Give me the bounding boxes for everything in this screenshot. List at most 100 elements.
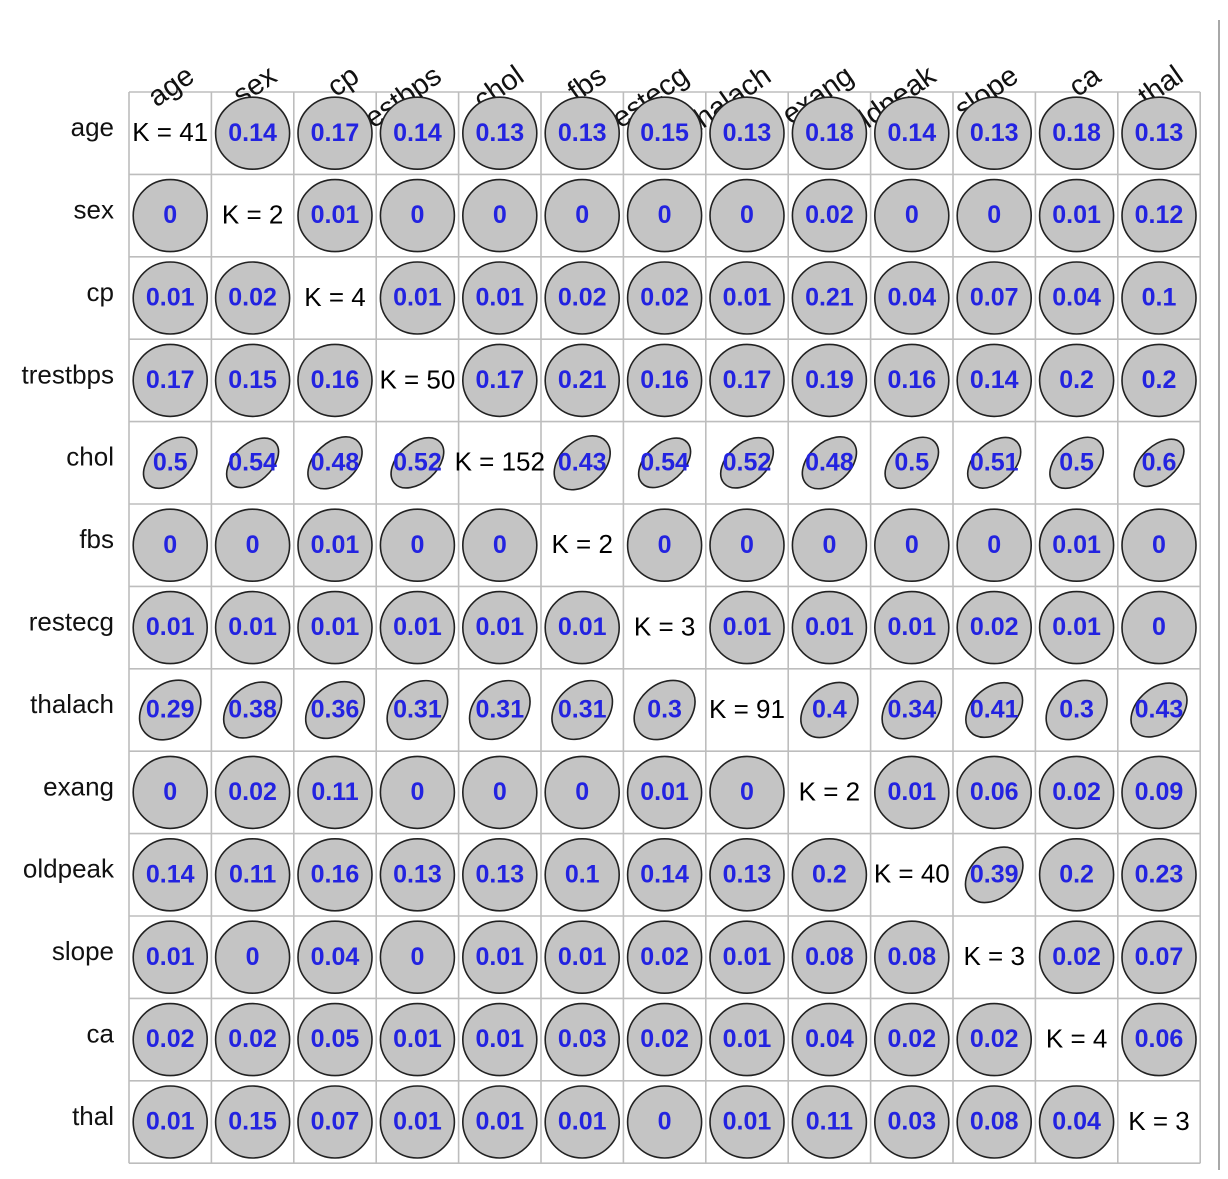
cell-value-label: 0.39 <box>970 860 1019 888</box>
diagonal-label-thalach: K = 91 <box>709 694 785 724</box>
cell-value-label: 0.13 <box>475 119 524 147</box>
cell-chol-fbs: 0.43 <box>553 435 611 491</box>
cell-ellipse <box>297 178 373 253</box>
cell-ca-oldpeak: 0.02 <box>873 1002 950 1077</box>
cell-age-sex: 0.14 <box>214 96 291 170</box>
cell-oldpeak-fbs: 0.1 <box>544 837 621 912</box>
cell-value-label: 0.01 <box>640 778 689 806</box>
cell-value-label: 0.31 <box>475 696 524 724</box>
cell-value-label: 0.01 <box>805 613 854 641</box>
cell-slope-restecg: 0.02 <box>626 920 703 995</box>
cell-ellipse <box>379 96 456 170</box>
cell-value-label: 0 <box>740 201 754 229</box>
cell-ellipse <box>1133 438 1185 488</box>
cell-value-label: 0.48 <box>311 448 360 476</box>
cell-cp-ca: 0.04 <box>1038 261 1115 335</box>
cell-age-trestbps: 0.14 <box>379 96 456 170</box>
row-labels: age sex cp trestbps chol fbs restecg thalach exa… <box>22 112 115 1131</box>
cell-value-label: 0.16 <box>311 860 360 888</box>
cell-trestbps-exang: 0.19 <box>791 343 868 418</box>
cell-cp-slope: 0.07 <box>956 261 1033 335</box>
cell-slope-sex: 0 <box>214 920 291 995</box>
cell-ellipse <box>461 755 538 830</box>
cell-thalach-sex: 0.38 <box>222 681 283 739</box>
cell-ca-thal: 0.06 <box>1121 1002 1197 1077</box>
cell-value-label: 0 <box>987 201 1001 229</box>
cell-trestbps-sex: 0.15 <box>214 343 291 418</box>
cell-value-label: 0 <box>493 778 507 806</box>
cell-cp-thal: 0.1 <box>1121 261 1197 335</box>
cell-thalach-fbs: 0.31 <box>551 679 614 741</box>
cell-ellipse <box>461 261 538 335</box>
cell-thal-slope: 0.08 <box>956 1085 1033 1159</box>
cell-ellipse <box>637 437 692 489</box>
cell-value-label: 0.01 <box>311 201 360 229</box>
cell-thal-cp: 0.07 <box>297 1085 373 1159</box>
cell-value-label: 0.01 <box>887 613 936 641</box>
cell-value-label: 0.05 <box>311 1025 360 1053</box>
cell-ellipse <box>297 1085 373 1159</box>
cell-chol-cp: 0.48 <box>307 436 363 490</box>
cell-trestbps-ca: 0.2 <box>1038 343 1115 418</box>
cell-cp-exang: 0.21 <box>791 261 868 335</box>
cell-value-label: 0.01 <box>393 284 442 312</box>
cell-oldpeak-restecg: 0.14 <box>626 837 703 912</box>
cell-ellipse <box>1038 590 1115 665</box>
cell-ellipse <box>956 1085 1033 1159</box>
cell-sex-exang: 0.02 <box>791 178 868 253</box>
cell-value-label: 0.01 <box>228 613 277 641</box>
cell-ellipse <box>553 435 611 491</box>
cell-value-label: 0.18 <box>1052 119 1101 147</box>
cell-thalach-thal: 0.43 <box>1130 682 1188 738</box>
cell-ellipse <box>964 846 1024 904</box>
cell-ellipse <box>626 261 703 335</box>
cell-value-label: 0.04 <box>887 284 936 312</box>
cell-trestbps-cp: 0.16 <box>297 343 373 418</box>
cell-value-label: 0 <box>493 201 507 229</box>
cell-value-label: 0.07 <box>1135 943 1184 971</box>
cell-thal-ca: 0.04 <box>1038 1085 1115 1159</box>
cell-value-label: 0.04 <box>805 1025 854 1053</box>
cell-ellipse <box>132 590 208 665</box>
cell-value-label: 0.01 <box>723 1025 772 1053</box>
cell-value-label: 0.13 <box>1135 119 1184 147</box>
cell-exang-cp: 0.11 <box>297 755 373 830</box>
cell-restecg-fbs: 0.01 <box>544 590 621 665</box>
cell-value-label: 0.2 <box>1059 366 1094 394</box>
cell-value-label: 0.09 <box>1135 778 1184 806</box>
cell-ellipse <box>461 96 538 170</box>
cell-ellipse <box>1038 261 1115 335</box>
cell-ellipse <box>304 680 366 740</box>
cell-trestbps-thal: 0.2 <box>1121 343 1197 418</box>
cell-age-chol: 0.13 <box>461 96 538 170</box>
cell-age-restecg: 0.15 <box>626 96 703 170</box>
cell-value-label: 0.1 <box>565 860 600 888</box>
cell-ellipse <box>709 590 785 665</box>
cell-ellipse <box>132 1002 208 1077</box>
cell-oldpeak-ca: 0.2 <box>1038 837 1115 912</box>
cell-cp-restecg: 0.02 <box>626 261 703 335</box>
cell-restecg-thal: 0 <box>1121 590 1197 665</box>
cell-ellipse <box>214 755 291 830</box>
cell-value-label: 0.02 <box>805 201 854 229</box>
cell-ellipse <box>297 755 373 830</box>
cell-ca-restecg: 0.02 <box>626 1002 703 1077</box>
cell-value-label: 0 <box>905 201 919 229</box>
cell-value-label: 0 <box>410 201 424 229</box>
cell-slope-exang: 0.08 <box>791 920 868 995</box>
cell-fbs-slope: 0 <box>956 508 1033 583</box>
cell-sex-oldpeak: 0 <box>873 178 950 253</box>
cell-value-label: 0.48 <box>805 448 854 476</box>
diagonal-label-thal: K = 3 <box>1128 1106 1189 1136</box>
cell-ellipse <box>297 837 373 912</box>
cell-ellipse <box>873 1002 950 1077</box>
cell-value-label: 0.08 <box>805 943 854 971</box>
cell-value-label: 0.02 <box>640 284 689 312</box>
cell-ellipse <box>791 178 868 253</box>
cell-value-label: 0 <box>575 201 589 229</box>
cell-fbs-oldpeak: 0 <box>873 508 950 583</box>
cell-ellipse <box>956 96 1033 170</box>
cell-value-label: 0.13 <box>723 119 772 147</box>
cell-fbs-thalach: 0 <box>709 508 785 583</box>
cell-value-label: 0.34 <box>887 696 936 724</box>
